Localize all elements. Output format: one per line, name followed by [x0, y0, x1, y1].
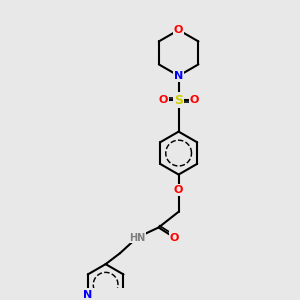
Text: O: O	[158, 95, 168, 105]
Text: N: N	[174, 71, 183, 81]
Text: O: O	[190, 95, 199, 105]
Text: S: S	[174, 94, 183, 106]
Text: HN: HN	[129, 232, 145, 242]
Text: O: O	[174, 25, 183, 35]
Text: N: N	[83, 290, 92, 300]
Text: O: O	[174, 185, 183, 195]
Text: S: S	[174, 94, 183, 106]
Text: O: O	[169, 232, 179, 242]
